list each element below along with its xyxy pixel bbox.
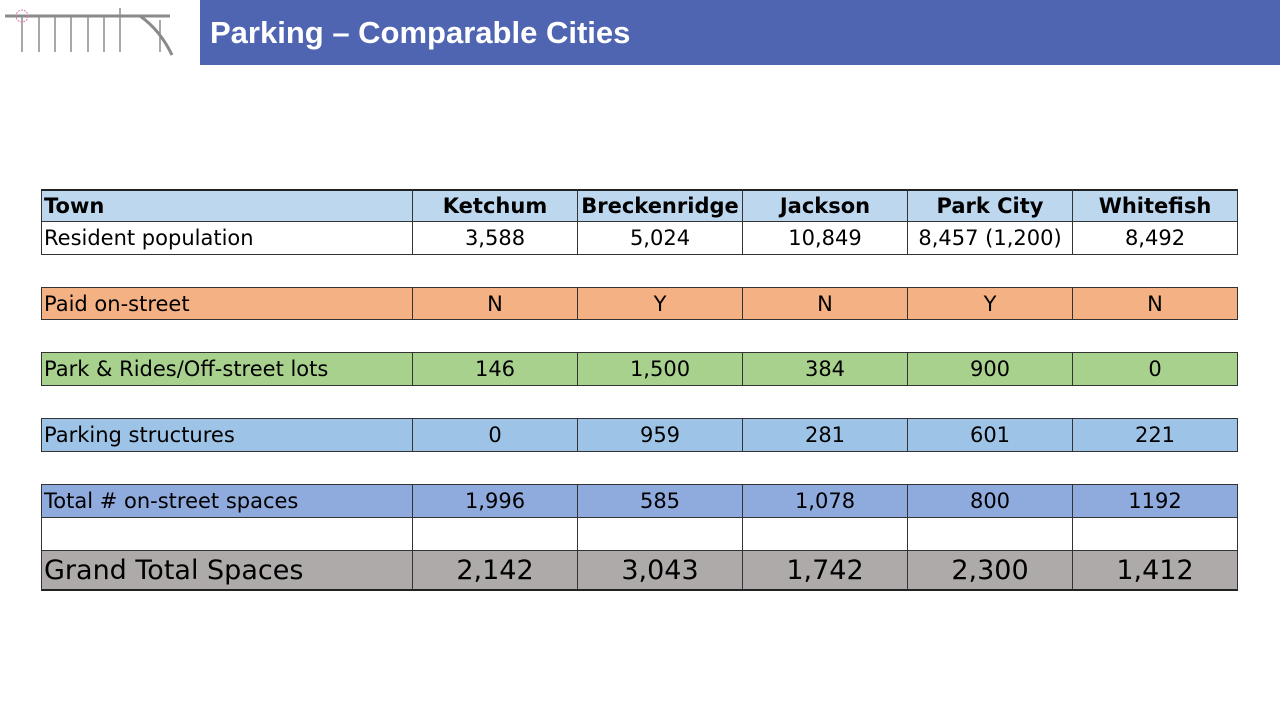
table-cell: 5,024 <box>578 222 743 255</box>
column-header: Whitefish <box>1073 189 1238 222</box>
row-label: Resident population <box>41 222 413 255</box>
table-cell: 8,492 <box>1073 222 1238 255</box>
table-cell: 0 <box>1073 353 1238 386</box>
table-cell: 585 <box>578 485 743 518</box>
column-header: Breckenridge <box>578 189 743 222</box>
table-cell: 3,043 <box>578 551 743 591</box>
table-cell: 221 <box>1073 419 1238 452</box>
table-cell: 1,500 <box>578 353 743 386</box>
table-row-blank <box>41 518 1239 551</box>
title-bar: Parking – Comparable Cities <box>200 0 1280 65</box>
table-cell: 8,457 (1,200) <box>908 222 1073 255</box>
table-row-parking-structures: Parking structures 0 959 281 601 221 <box>41 419 1239 452</box>
table-gap <box>41 255 1239 287</box>
table-row-blank <box>41 452 1239 485</box>
table-cell: Y <box>908 287 1073 320</box>
table-row-grand-total: Grand Total Spaces 2,142 3,043 1,742 2,3… <box>41 551 1239 591</box>
table-cell: 1,996 <box>413 485 578 518</box>
table-cell: 1,078 <box>743 485 908 518</box>
row-label: Paid on-street <box>41 287 413 320</box>
table-cell: 1192 <box>1073 485 1238 518</box>
comparison-table: Town Ketchum Breckenridge Jackson Park C… <box>41 189 1239 591</box>
table-cell: 281 <box>743 419 908 452</box>
table-cell: 601 <box>908 419 1073 452</box>
table-cell: 2,142 <box>413 551 578 591</box>
table-cell: 146 <box>413 353 578 386</box>
column-header: Ketchum <box>413 189 578 222</box>
table-row-paid-on-street: Paid on-street N Y N Y N <box>41 287 1239 320</box>
table-cell: 959 <box>578 419 743 452</box>
table-cell: 1,412 <box>1073 551 1238 591</box>
table-cell: N <box>1073 287 1238 320</box>
table-cell: 0 <box>413 419 578 452</box>
table-cell: Y <box>578 287 743 320</box>
street-map-logo <box>0 0 200 62</box>
row-label: Park & Rides/Off-street lots <box>41 353 413 386</box>
table-cell: 800 <box>908 485 1073 518</box>
table-row-on-street-spaces: Total # on-street spaces 1,996 585 1,078… <box>41 485 1239 518</box>
row-label: Total # on-street spaces <box>41 485 413 518</box>
table-row-population: Resident population 3,588 5,024 10,849 8… <box>41 222 1239 255</box>
table-cell: 10,849 <box>743 222 908 255</box>
column-header: Jackson <box>743 189 908 222</box>
table-row-blank <box>41 386 1239 419</box>
table-cell: N <box>743 287 908 320</box>
table-header-row: Town Ketchum Breckenridge Jackson Park C… <box>41 189 1239 222</box>
table-cell: 384 <box>743 353 908 386</box>
street-map-icon <box>5 8 174 56</box>
table-cell: 900 <box>908 353 1073 386</box>
table-cell: 1,742 <box>743 551 908 591</box>
table-row-blank <box>41 320 1239 353</box>
table-row-off-street-lots: Park & Rides/Off-street lots 146 1,500 3… <box>41 353 1239 386</box>
table-cell: 3,588 <box>413 222 578 255</box>
column-header: Park City <box>908 189 1073 222</box>
row-label: Parking structures <box>41 419 413 452</box>
table-cell: 2,300 <box>908 551 1073 591</box>
table-cell: N <box>413 287 578 320</box>
column-header: Town <box>41 189 413 222</box>
page-title: Parking – Comparable Cities <box>210 14 631 50</box>
row-label: Grand Total Spaces <box>41 551 413 591</box>
